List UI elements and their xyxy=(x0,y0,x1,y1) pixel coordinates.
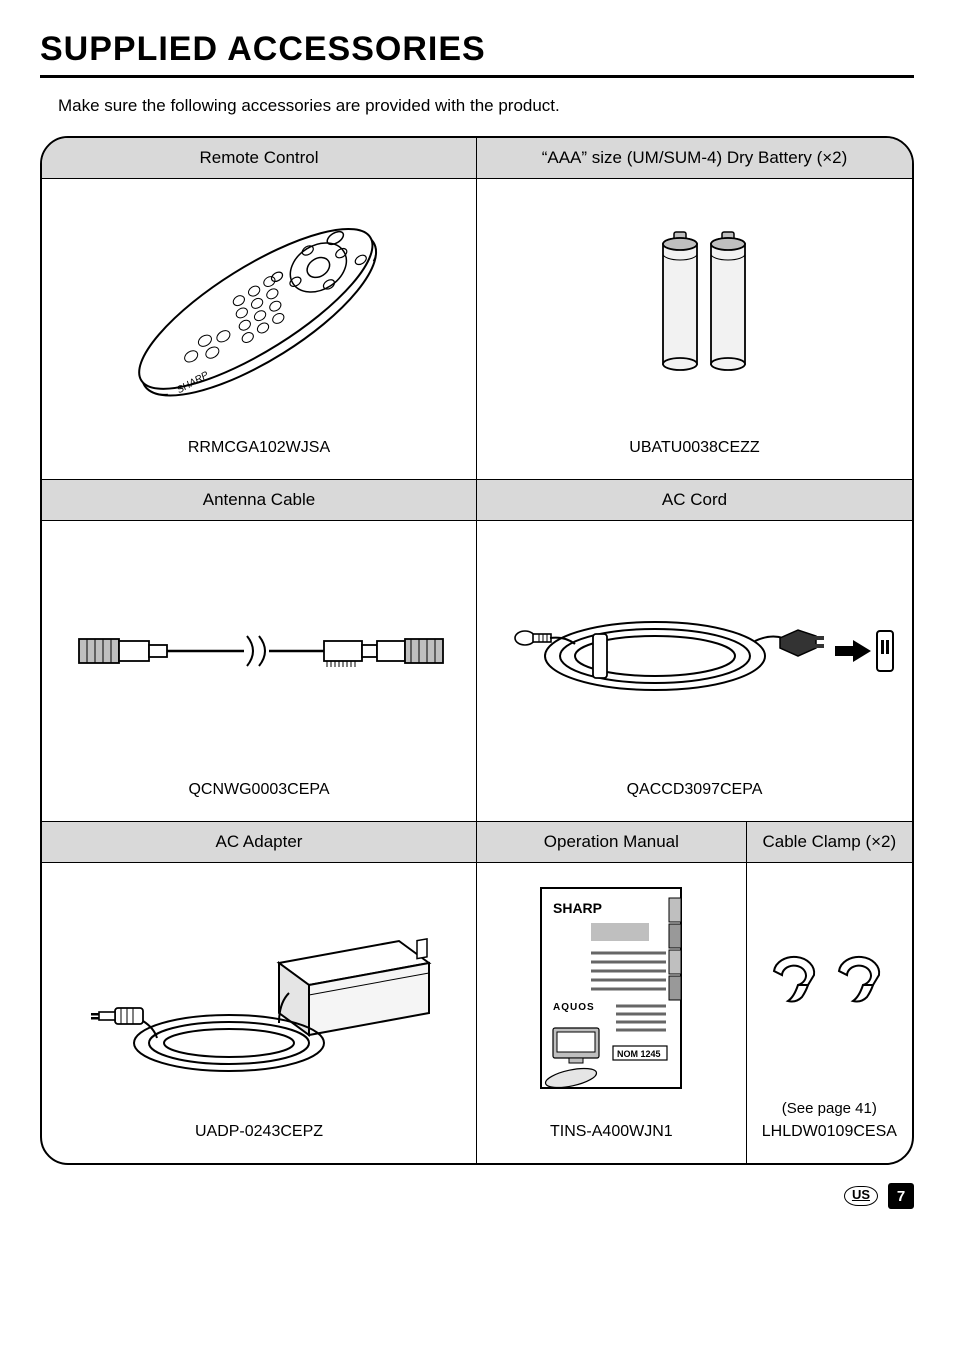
svg-text:AQUOS: AQUOS xyxy=(553,1002,595,1013)
cell-antenna: Antenna Cable xyxy=(42,479,477,821)
cell-header: Operation Manual xyxy=(477,821,746,863)
cell-header: AC Cord xyxy=(477,479,912,521)
accessories-table: Remote Control xyxy=(40,136,914,1165)
antenna-cable-icon xyxy=(69,611,449,691)
ac-cord-icon xyxy=(495,596,895,706)
table-row: Remote Control xyxy=(42,138,912,479)
cell-ac-cord: AC Cord xyxy=(477,479,912,821)
part-number: TINS-A400WJN1 xyxy=(477,1123,746,1163)
intro-text: Make sure the following accessories are … xyxy=(58,96,914,116)
part-number: QCNWG0003CEPA xyxy=(42,781,476,821)
part-number: UBATU0038CEZZ xyxy=(477,439,912,479)
remote-control-icon: SHARP xyxy=(109,199,409,419)
cell-image: SHARP xyxy=(477,863,746,1123)
part-number: QACCD3097CEPA xyxy=(477,781,912,821)
cell-header: Antenna Cable xyxy=(42,479,476,521)
cell-header: “AAA” size (UM/SUM-4) Dry Battery (×2) xyxy=(477,138,912,179)
cell-cable-clamp: Cable Clamp (×2) (See page 41) LHLDW0109… xyxy=(747,821,912,1163)
page-title: SUPPLIED ACCESSORIES xyxy=(40,30,914,78)
cell-image xyxy=(477,521,912,781)
ac-adapter-icon xyxy=(79,893,439,1093)
cell-image xyxy=(747,863,912,1098)
operation-manual-icon: SHARP xyxy=(521,878,701,1108)
cell-image: SHARP xyxy=(42,179,476,439)
cable-clamp-icon xyxy=(759,931,899,1031)
cell-note: (See page 41) xyxy=(747,1098,912,1123)
page-number: 7 xyxy=(888,1183,914,1209)
cell-header: AC Adapter xyxy=(42,821,476,863)
cell-image xyxy=(42,863,476,1123)
cell-remote: Remote Control xyxy=(42,138,477,479)
table-row: AC Adapter xyxy=(42,821,912,1163)
page-footer: US 7 xyxy=(40,1183,914,1209)
svg-text:SHARP: SHARP xyxy=(553,900,602,916)
cell-battery: “AAA” size (UM/SUM-4) Dry Battery (×2) xyxy=(477,138,912,479)
table-row: Antenna Cable xyxy=(42,479,912,821)
cell-ac-adapter: AC Adapter xyxy=(42,821,477,1163)
cell-image xyxy=(42,521,476,781)
cell-header: Remote Control xyxy=(42,138,476,179)
battery-icon xyxy=(615,224,775,394)
part-number: UADP-0243CEPZ xyxy=(42,1123,476,1163)
cell-image xyxy=(477,179,912,439)
svg-text:NOM 1245: NOM 1245 xyxy=(617,1049,661,1059)
region-badge: US xyxy=(844,1186,878,1206)
cell-manual: Operation Manual SHARP xyxy=(477,821,747,1163)
part-number: RRMCGA102WJSA xyxy=(42,439,476,479)
part-number: LHLDW0109CESA xyxy=(747,1123,912,1163)
cell-header: Cable Clamp (×2) xyxy=(747,821,912,863)
